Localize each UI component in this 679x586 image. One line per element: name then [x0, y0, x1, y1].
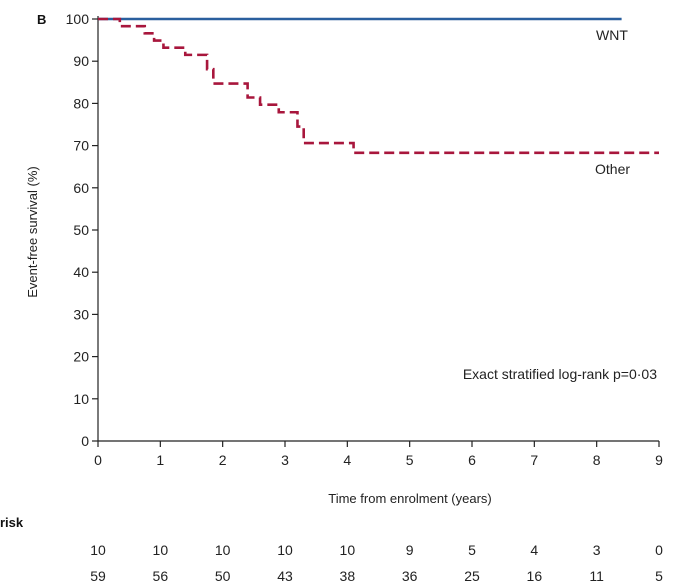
y-tick-label: 90	[73, 53, 89, 69]
logrank-annotation: Exact stratified log-rank p=0·03	[463, 366, 657, 382]
x-tick-label: 8	[593, 452, 601, 468]
risk-table-cell: 11	[589, 568, 604, 584]
x-tick-label: 3	[281, 452, 289, 468]
x-tick-label: 4	[343, 452, 351, 468]
risk-table-title: risk	[0, 515, 24, 530]
x-tick-label: 2	[219, 452, 227, 468]
y-axis: 0 10 20 30 40 50 60 70 80 90 100	[66, 11, 99, 449]
x-tick-label: 9	[655, 452, 663, 468]
x-tick-label: 6	[468, 452, 476, 468]
risk-table-cell: 16	[527, 568, 543, 584]
risk-table-cell: 10	[90, 542, 106, 558]
risk-table-cell: 9	[406, 542, 414, 558]
series-line-other	[98, 17, 659, 155]
risk-table-cell: 4	[530, 542, 538, 558]
risk-table-cell: 36	[402, 568, 418, 584]
y-tick-label: 30	[73, 306, 89, 322]
series-label-wnt: WNT	[596, 27, 628, 43]
y-tick-label: 70	[73, 138, 89, 154]
risk-table-cell: 10	[340, 542, 356, 558]
risk-table-cell: 56	[153, 568, 169, 584]
y-axis-title: Event-free survival (%)	[25, 166, 40, 297]
y-tick-label: 50	[73, 222, 89, 238]
risk-table-cell: 10	[153, 542, 169, 558]
risk-table-cell: 38	[340, 568, 356, 584]
risk-table-cell: 5	[655, 568, 663, 584]
x-tick-label: 1	[156, 452, 164, 468]
series-group	[98, 17, 659, 155]
risk-table-cell: 25	[464, 568, 480, 584]
risk-table-cell: 10	[277, 542, 293, 558]
risk-table-cell: 50	[215, 568, 231, 584]
x-tick-label: 5	[406, 452, 414, 468]
x-tick-label: 0	[94, 452, 102, 468]
y-tick-label: 80	[73, 95, 89, 111]
y-tick-label: 100	[66, 11, 90, 27]
x-tick-label: 7	[530, 452, 538, 468]
y-tick-label: 20	[73, 349, 89, 365]
x-axis: 0 1 2 3 4 5 6 7 8 9	[94, 440, 663, 468]
risk-table-cell: 0	[655, 542, 663, 558]
y-tick-label: 60	[73, 180, 89, 196]
risk-table-cell: 10	[215, 542, 231, 558]
x-axis-title: Time from enrolment (years)	[328, 491, 492, 506]
y-tick-label: 0	[81, 433, 89, 449]
risk-table-cell: 3	[593, 542, 601, 558]
risk-table-cell: 59	[90, 568, 106, 584]
risk-table-cell: 43	[277, 568, 293, 584]
risk-table: 10 10 10 10 10 9 5 4 3 059 56 50 43 38 36 25 16 11 5	[90, 542, 663, 584]
panel-label: B	[37, 12, 46, 27]
y-tick-label: 10	[73, 391, 89, 407]
risk-table-cell: 5	[468, 542, 476, 558]
y-tick-label: 40	[73, 264, 89, 280]
series-label-other: Other	[595, 161, 630, 177]
